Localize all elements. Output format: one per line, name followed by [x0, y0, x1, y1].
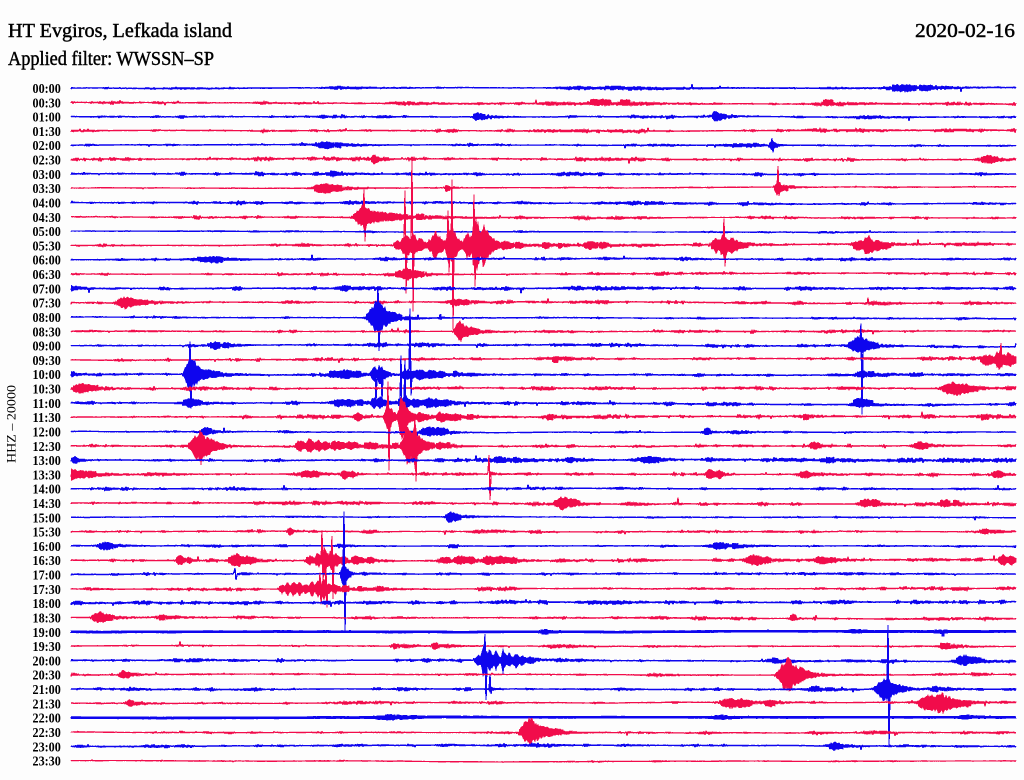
svg-text:09:30: 09:30 [33, 354, 61, 369]
svg-text:18:30: 18:30 [33, 612, 61, 627]
svg-text:16:30: 16:30 [33, 554, 61, 569]
svg-text:07:00: 07:00 [33, 282, 61, 297]
svg-text:06:30: 06:30 [33, 268, 61, 283]
svg-text:00:00: 00:00 [33, 82, 61, 97]
svg-text:05:30: 05:30 [33, 239, 61, 254]
svg-text:22:30: 22:30 [33, 726, 61, 741]
svg-text:HHZ – 20000: HHZ – 20000 [4, 385, 19, 463]
svg-text:12:30: 12:30 [33, 440, 61, 455]
svg-text:08:00: 08:00 [33, 311, 61, 326]
svg-text:11:30: 11:30 [33, 411, 61, 426]
svg-text:05:00: 05:00 [33, 225, 61, 240]
svg-text:22:00: 22:00 [33, 712, 61, 727]
svg-text:11:00: 11:00 [33, 397, 61, 412]
svg-text:18:00: 18:00 [33, 597, 61, 612]
svg-text:HT Evgiros, Lefkada island: HT Evgiros, Lefkada island [8, 20, 232, 42]
svg-text:17:30: 17:30 [33, 583, 61, 598]
svg-text:23:30: 23:30 [33, 755, 61, 770]
svg-text:16:00: 16:00 [33, 540, 61, 555]
svg-text:03:30: 03:30 [33, 182, 61, 197]
svg-text:08:30: 08:30 [33, 325, 61, 340]
svg-text:02:00: 02:00 [33, 139, 61, 154]
svg-text:10:00: 10:00 [33, 368, 61, 383]
svg-text:21:00: 21:00 [33, 683, 61, 698]
svg-text:04:00: 04:00 [33, 197, 61, 212]
svg-text:01:30: 01:30 [33, 125, 61, 140]
svg-text:19:30: 19:30 [33, 640, 61, 655]
svg-text:13:30: 13:30 [33, 468, 61, 483]
svg-text:14:30: 14:30 [33, 497, 61, 512]
svg-text:20:30: 20:30 [33, 669, 61, 684]
svg-text:10:30: 10:30 [33, 383, 61, 398]
svg-text:14:00: 14:00 [33, 483, 61, 498]
svg-text:00:30: 00:30 [33, 96, 61, 111]
svg-text:02:30: 02:30 [33, 154, 61, 169]
svg-text:09:00: 09:00 [33, 340, 61, 355]
svg-text:03:00: 03:00 [33, 168, 61, 183]
svg-text:04:30: 04:30 [33, 211, 61, 226]
svg-text:01:00: 01:00 [33, 111, 61, 126]
svg-text:17:00: 17:00 [33, 569, 61, 584]
svg-text:07:30: 07:30 [33, 297, 61, 312]
svg-text:21:30: 21:30 [33, 697, 61, 712]
svg-text:Applied filter: WWSSN–SP: Applied filter: WWSSN–SP [8, 48, 214, 70]
svg-text:06:00: 06:00 [33, 254, 61, 269]
svg-text:15:00: 15:00 [33, 511, 61, 526]
svg-text:19:00: 19:00 [33, 626, 61, 641]
svg-text:12:00: 12:00 [33, 425, 61, 440]
svg-text:13:00: 13:00 [33, 454, 61, 469]
svg-text:2020-02-16: 2020-02-16 [915, 20, 1015, 42]
svg-text:15:30: 15:30 [33, 526, 61, 541]
svg-text:20:00: 20:00 [33, 654, 61, 669]
svg-text:23:00: 23:00 [33, 740, 61, 755]
